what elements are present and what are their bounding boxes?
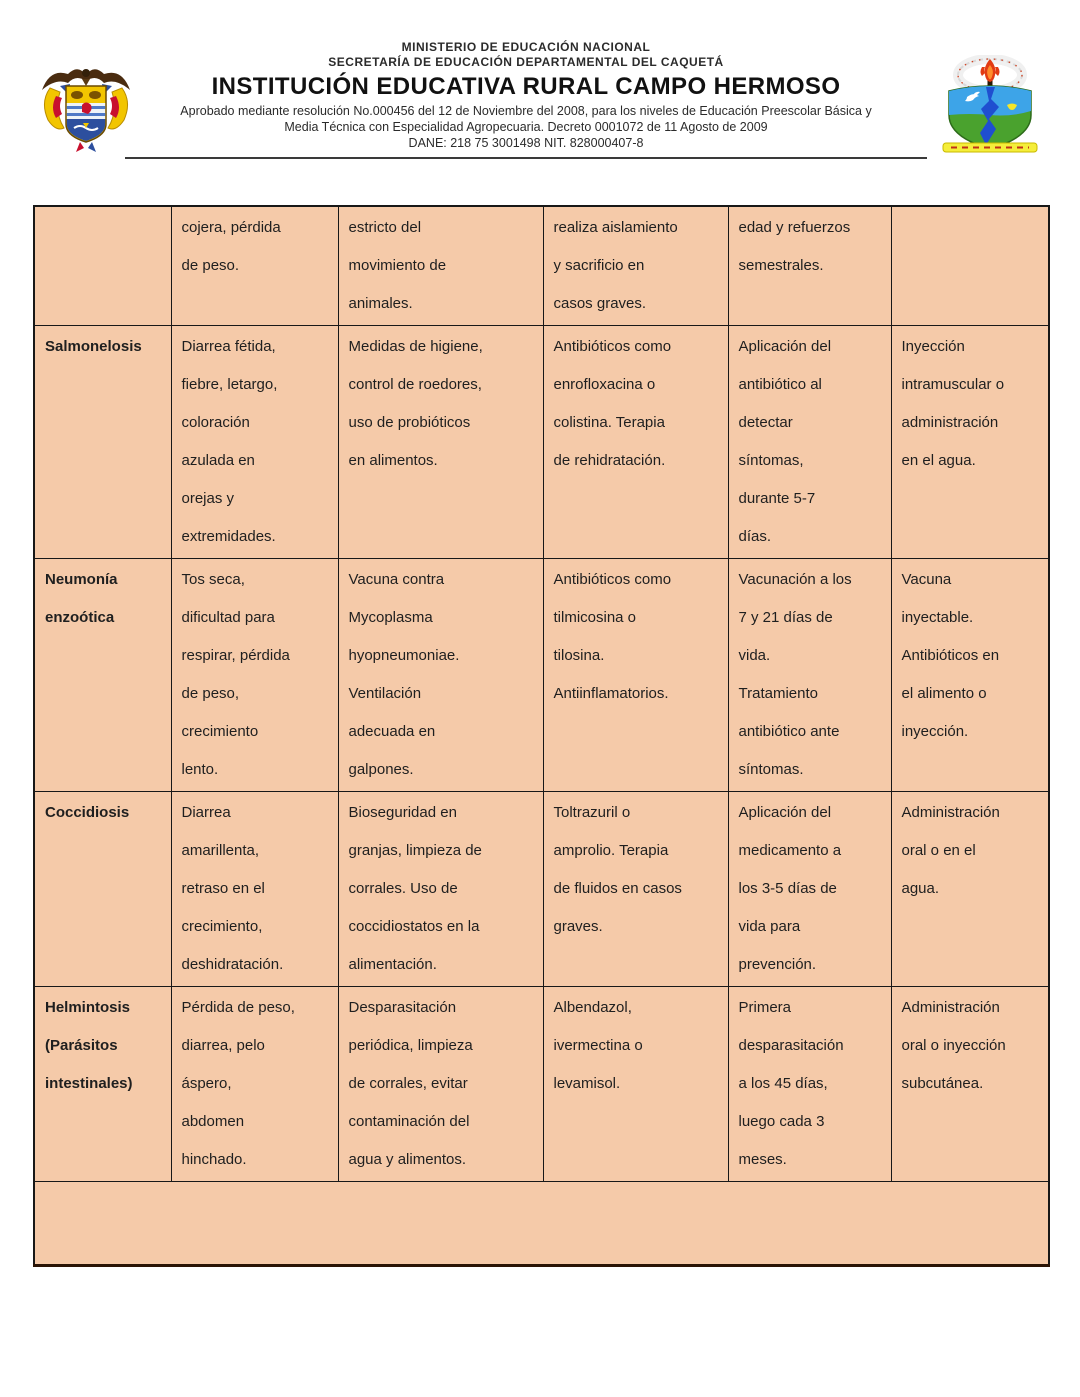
- disease-name-cell: Neumonía enzoótica: [33, 558, 172, 792]
- table-cell: Antibióticos como enrofloxacina o colist…: [542, 325, 729, 559]
- table-cell: Antibióticos como tilmicosina o tilosina…: [542, 558, 729, 792]
- document-header: MINISTERIO DE EDUCACIÓN NACIONAL SECRETA…: [0, 0, 1080, 170]
- table-cell: Tos seca, dificultad para respirar, pérd…: [170, 558, 339, 792]
- table-cell: estricto del movimiento de animales.: [337, 205, 544, 326]
- disease-table: cojera, pérdida de peso. estricto del mov…: [33, 205, 1050, 1267]
- table-cell: [890, 205, 1050, 326]
- table-row: Neumonía enzoótica Tos seca, dificultad p…: [33, 558, 1050, 792]
- table-cell: cojera, pérdida de peso.: [170, 205, 339, 326]
- empty-cell: [33, 1181, 1050, 1266]
- table-cell: Vacuna contra Mycoplasma hyopneumoniae. …: [337, 558, 544, 792]
- table-cell: Pérdida de peso, diarrea, pelo áspero, a…: [170, 986, 339, 1182]
- table-cell: Medidas de higiene, control de roedores,…: [337, 325, 544, 559]
- table-cell: Bioseguridad en granjas, limpieza de cor…: [337, 791, 544, 987]
- table-cell: Diarrea fétida, fiebre, letargo, colorac…: [170, 325, 339, 559]
- header-text-block: MINISTERIO DE EDUCACIÓN NACIONAL SECRETA…: [125, 40, 927, 159]
- table-cell: Aplicación del antibiótico al detectar s…: [727, 325, 892, 559]
- table-cell: Diarrea amarillenta, retraso en el creci…: [170, 791, 339, 987]
- table-cell: Vacunación a los 7 y 21 días de vida. Tr…: [727, 558, 892, 792]
- table-row: cojera, pérdida de peso. estricto del mov…: [33, 205, 1050, 326]
- school-shield-icon: [933, 54, 1047, 157]
- table-cell: Albendazol, ivermectina o levamisol.: [542, 986, 729, 1182]
- table-cell: Toltrazuril o amprolio. Terapia de fluid…: [542, 791, 729, 987]
- table-cell: Primera desparasitación a los 45 días, l…: [727, 986, 892, 1182]
- approval-line-2: Media Técnica con Especialidad Agropecua…: [284, 120, 768, 134]
- table-cell: edad y refuerzos semestrales.: [727, 205, 892, 326]
- table-cell: Administración oral o en el agua.: [890, 791, 1050, 987]
- dane-line: DANE: 218 75 3001498 NIT. 828000407-8: [408, 136, 644, 150]
- table-row: Helmintosis (Parásitos intestinales) Pérd…: [33, 986, 1050, 1182]
- disease-name-cell: Coccidiosis: [33, 791, 172, 987]
- table-cell: Administración oral o inyección subcután…: [890, 986, 1050, 1182]
- approval-line-1: Aprobado mediante resolución No.000456 d…: [180, 104, 872, 118]
- ministry-line: MINISTERIO DE EDUCACIÓN NACIONAL: [401, 40, 651, 54]
- table-cell: Desparasitación periódica, limpieza de c…: [337, 986, 544, 1182]
- table-row: Salmonelosis Diarrea fétida, fiebre, leta…: [33, 325, 1050, 559]
- disease-name-cell: [33, 205, 172, 326]
- colombia-coat-of-arms-icon: [36, 62, 136, 154]
- table-cell: Aplicación del medicamento a los 3-5 día…: [727, 791, 892, 987]
- table-cell: realiza aislamiento y sacrificio en caso…: [542, 205, 729, 326]
- secretary-line: SECRETARÍA DE EDUCACIÓN DEPARTAMENTAL DE…: [328, 55, 724, 69]
- table-row: Coccidiosis Diarrea amarillenta, retraso …: [33, 791, 1050, 987]
- disease-name-cell: Salmonelosis: [33, 325, 172, 559]
- disease-name-cell: Helmintosis (Parásitos intestinales): [33, 986, 172, 1182]
- empty-bottom-row: [33, 1181, 1050, 1266]
- table-cell: Inyección intramuscular o administración…: [890, 325, 1050, 559]
- institution-title: INSTITUCIÓN EDUCATIVA RURAL CAMPO HERMOS…: [211, 73, 841, 100]
- table-cell: Vacuna inyectable. Antibióticos en el al…: [890, 558, 1050, 792]
